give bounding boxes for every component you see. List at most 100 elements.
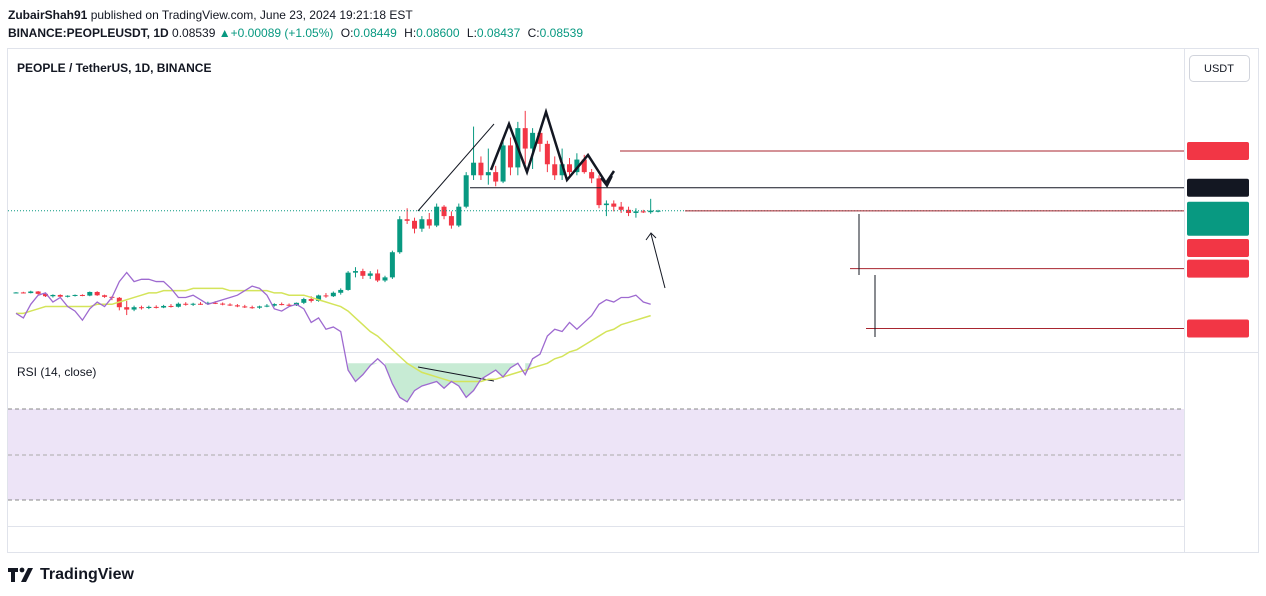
candle xyxy=(102,295,108,297)
candle xyxy=(567,164,572,173)
currency-button[interactable] xyxy=(1189,55,1250,82)
candle xyxy=(434,206,440,226)
tradingview-logo-icon xyxy=(8,567,33,582)
candle xyxy=(72,294,78,296)
candle xyxy=(419,219,425,229)
level-price-badge xyxy=(1187,319,1249,338)
candle xyxy=(544,143,550,165)
candle xyxy=(234,305,240,307)
head-shoulder-arrowhead-icon xyxy=(600,175,613,188)
candles xyxy=(13,110,661,316)
candle xyxy=(456,206,462,226)
candle xyxy=(648,210,654,213)
candle xyxy=(198,303,203,305)
candle xyxy=(79,294,85,296)
candle xyxy=(367,273,373,276)
candle xyxy=(412,220,418,229)
candle xyxy=(153,306,159,308)
candle xyxy=(478,162,484,176)
candle xyxy=(316,295,322,301)
candle xyxy=(448,216,454,226)
candle xyxy=(220,303,226,305)
candle xyxy=(65,295,71,297)
open-label: O: xyxy=(340,26,354,40)
candle xyxy=(441,206,447,217)
candle xyxy=(146,306,152,308)
candle xyxy=(493,172,499,182)
candle xyxy=(626,209,632,213)
candle xyxy=(352,271,358,273)
rsi-title: RSI (14, close) xyxy=(17,365,96,379)
candle xyxy=(581,159,587,173)
candle xyxy=(640,211,646,213)
candle xyxy=(389,252,395,278)
candle xyxy=(279,304,285,306)
candle xyxy=(611,203,617,207)
candle xyxy=(338,289,344,293)
drawings xyxy=(417,107,876,382)
candle xyxy=(20,292,26,294)
candle xyxy=(35,291,41,294)
level-price-badge xyxy=(1187,141,1249,160)
candle xyxy=(463,175,469,207)
head-shoulder-pattern xyxy=(489,107,616,186)
rising-trendline xyxy=(417,123,495,212)
axes xyxy=(1187,141,1249,338)
candle xyxy=(618,206,624,210)
candle xyxy=(94,291,100,296)
candle xyxy=(205,302,211,305)
rsi-line xyxy=(15,271,651,403)
candle xyxy=(28,291,34,294)
candle xyxy=(87,291,93,296)
candle xyxy=(175,303,181,307)
symbol-line: BINANCE:PEOPLEUSDT, 1D 0.08539 ▲+0.00089… xyxy=(8,26,583,40)
candle xyxy=(426,219,432,226)
candle xyxy=(485,172,491,176)
close-label: C: xyxy=(527,26,540,40)
candle xyxy=(131,307,137,310)
candle xyxy=(13,292,19,294)
candle xyxy=(375,273,381,281)
candle xyxy=(183,303,189,305)
last-price: 0.08539 xyxy=(172,26,216,40)
candle xyxy=(249,307,255,309)
low-value: 0.08437 xyxy=(476,26,521,40)
candle xyxy=(257,306,263,308)
open-value: 0.08449 xyxy=(353,26,397,40)
candle xyxy=(271,304,277,306)
candle xyxy=(301,299,307,303)
hammer-arrow-head-icon xyxy=(645,232,657,241)
candle xyxy=(530,132,536,149)
candle xyxy=(507,145,513,168)
tradingview-logo: TradingView xyxy=(8,566,134,584)
candle xyxy=(212,302,218,304)
candle xyxy=(552,164,558,176)
rsi-overbought-fill xyxy=(348,363,533,402)
candle xyxy=(330,292,336,297)
candle xyxy=(308,299,314,301)
candle xyxy=(161,305,167,308)
candle xyxy=(603,203,609,206)
hammer-arrow xyxy=(650,233,666,289)
candle xyxy=(500,145,506,182)
candle xyxy=(574,159,580,173)
candle xyxy=(404,219,410,221)
candle xyxy=(50,294,56,297)
candle xyxy=(397,219,403,253)
change-up-icon: ▲ xyxy=(218,26,231,40)
rsi-lines xyxy=(15,271,651,403)
candle xyxy=(559,164,565,176)
candle xyxy=(589,172,595,179)
price-change: +0.00089 (+1.05%) xyxy=(230,26,334,40)
candle xyxy=(242,306,248,308)
level-price-badge xyxy=(1187,259,1249,278)
publish-info: ZubairShah91 published on TradingView.co… xyxy=(8,8,413,22)
brand-name: TradingView xyxy=(40,566,134,583)
close-value: 0.08539 xyxy=(539,26,584,40)
published-text: published on TradingView.com, June 23, 2… xyxy=(90,8,413,22)
candle xyxy=(43,293,49,297)
candle xyxy=(596,178,602,206)
low-label: L: xyxy=(466,26,477,40)
candle xyxy=(323,295,329,297)
